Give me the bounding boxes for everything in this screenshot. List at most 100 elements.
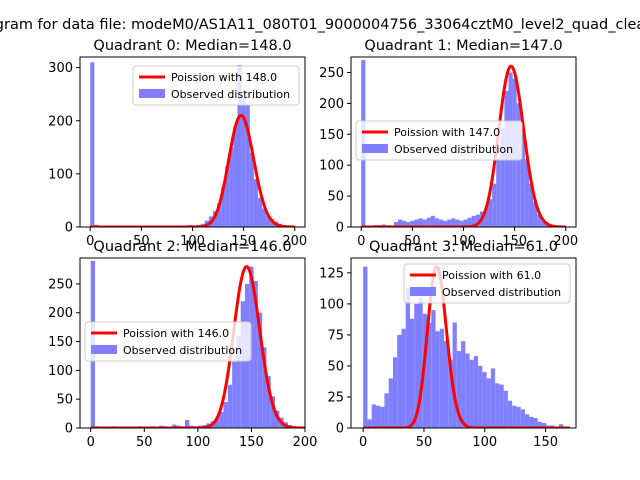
histogram-bar	[401, 328, 406, 428]
x-tick-label: 100	[472, 435, 497, 450]
x-tick-label: 100	[185, 435, 210, 450]
histogram-bar	[367, 419, 372, 428]
histogram-bar	[483, 208, 489, 227]
histogram-bar	[237, 64, 242, 227]
histogram-bar	[240, 301, 245, 428]
legend-line-label: Poission with 61.0	[442, 269, 541, 282]
histogram-bar	[414, 219, 419, 227]
histogram-bar	[418, 297, 423, 428]
histogram-bar	[253, 179, 258, 227]
x-tick-label: 100	[451, 234, 476, 249]
histogram-bar	[444, 341, 449, 428]
histogram-bar	[219, 411, 224, 428]
legend: Poission with 147.0 Observed distribution	[355, 120, 523, 161]
subplot-title: Quadrant 0: Median=148.0	[93, 38, 291, 54]
histogram-bar	[482, 372, 487, 428]
y-tick-label: 250	[48, 277, 73, 292]
x-tick-label: 200	[293, 435, 318, 450]
legend-frame	[403, 263, 571, 304]
y-tick-label: 50	[56, 393, 73, 408]
axes-frame	[79, 257, 306, 429]
histogram-bar	[558, 424, 564, 428]
subplot-title: Quadrant 2: Median=146.0	[93, 239, 291, 255]
histogram-bar	[516, 406, 521, 428]
legend-line-label: Poission with 148.0	[171, 71, 277, 84]
y-tick-label: 25	[327, 390, 344, 405]
x-tick-label: 0	[87, 435, 95, 450]
subplot-1: 0 50 100 150 200 0 50 100 150 200 250 Quadrant 1: M…	[319, 38, 578, 249]
y-tick-label: 125	[319, 266, 344, 281]
legend: Poission with 146.0 Observed distribution	[84, 321, 252, 362]
x-tick-label: 50	[133, 234, 150, 249]
y-tick-label: 200	[48, 114, 73, 129]
histogram-bar	[217, 203, 222, 227]
histogram-bar	[495, 383, 500, 428]
histogram-bar	[537, 421, 542, 428]
histogram-bar	[266, 376, 271, 428]
y-tick-label: 50	[327, 359, 344, 374]
legend-bar-swatch	[91, 345, 117, 354]
histogram-bar	[465, 353, 470, 428]
histogram-bar	[471, 215, 476, 227]
y-tick-label: 0	[336, 221, 344, 236]
histogram-bar	[422, 219, 427, 227]
histogram-bar	[524, 159, 529, 227]
legend-bar-label: Observed distribution	[394, 143, 513, 156]
y-tick-label: 100	[319, 159, 344, 174]
x-tick-label: 150	[502, 234, 527, 249]
histogram-bar	[253, 281, 258, 428]
histogram-bar	[499, 384, 504, 428]
histogram-bar	[439, 328, 445, 428]
histogram-bar	[492, 183, 497, 227]
x-tick-label: 0	[86, 234, 94, 249]
histogram-bar	[490, 368, 496, 428]
histogram-bar	[236, 335, 241, 428]
histogram-bar	[528, 183, 534, 227]
subplot-0: 0 50 100 150 200 0 100 200 300 Quadrant 0: Median…	[48, 38, 307, 249]
y-tick-label: 50	[327, 190, 344, 205]
histogram-bar	[172, 424, 177, 428]
y-tick-label: 150	[48, 335, 73, 350]
y-tick-label: 0	[65, 221, 73, 236]
histogram-bar	[438, 219, 444, 227]
histogram-bar	[221, 187, 226, 227]
histogram-bar	[461, 341, 466, 428]
histogram-bar	[512, 405, 517, 428]
histogram-bar	[405, 287, 410, 428]
histogram-bar	[529, 416, 534, 428]
histogram-bar	[414, 303, 419, 428]
x-tick-label: 200	[553, 234, 578, 249]
histogram-bar	[262, 208, 267, 227]
axes-frame	[350, 257, 577, 429]
histogram-bar	[225, 165, 230, 227]
histogram-bar	[406, 222, 411, 227]
legend-line-label: Poission with 146.0	[123, 327, 229, 340]
histogram-bar	[398, 219, 403, 227]
histogram-bar	[245, 104, 250, 227]
histogram-bar	[541, 423, 547, 428]
legend-bar-label: Observed distribution	[171, 88, 290, 101]
histogram-bar	[459, 220, 464, 227]
legend: Poission with 148.0 Observed distribution	[132, 65, 300, 106]
histogram-bar	[456, 351, 462, 428]
histogram-bar	[524, 414, 530, 428]
histogram-bar	[451, 218, 456, 227]
subplot-3: 0 50 100 150 0 25 50 75 100 125 Quadrant 3: Median…	[319, 239, 577, 450]
subplots: 0 50 100 150 200 0 100 200 300 Quadrant 0: Median…	[48, 38, 578, 450]
histogram-bar	[262, 347, 267, 428]
histogram-bar	[488, 199, 493, 227]
histogram-bar	[257, 197, 263, 227]
histogram-bar	[478, 365, 483, 428]
x-tick-label: 100	[180, 234, 205, 249]
x-tick-label: 0	[359, 435, 367, 450]
figure-suptitle: Histogram for data file: modeM0/AS1A11_0…	[0, 17, 640, 33]
histogram-bar	[430, 215, 435, 227]
histogram-bar	[249, 152, 254, 227]
y-tick-label: 100	[48, 167, 73, 182]
histogram-bar	[426, 217, 431, 227]
x-tick-label: 50	[404, 234, 421, 249]
x-tick-label: 50	[136, 435, 153, 450]
y-tick-label: 100	[319, 297, 344, 312]
subplot-title: Quadrant 3: Median=61.0	[369, 239, 558, 255]
